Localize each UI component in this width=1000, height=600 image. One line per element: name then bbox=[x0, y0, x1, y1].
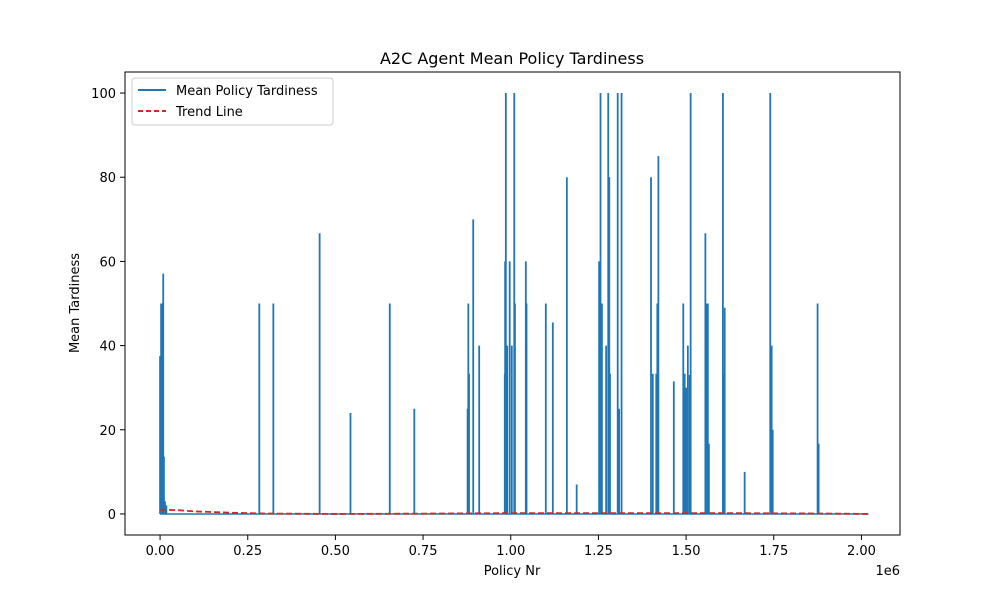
x-tick-label: 0.75 bbox=[409, 544, 438, 559]
x-tick-label: 1.00 bbox=[496, 544, 525, 559]
legend-label-mean-policy-tardiness: Mean Policy Tardiness bbox=[176, 84, 318, 99]
y-tick-label: 100 bbox=[91, 87, 116, 102]
x-tick-label: 1.25 bbox=[584, 544, 613, 559]
chart-title: A2C Agent Mean Policy Tardiness bbox=[380, 49, 644, 68]
y-axis-label: Mean Tardiness bbox=[68, 253, 83, 353]
x-tick-label: 0.00 bbox=[146, 544, 175, 559]
y-tick-label: 20 bbox=[99, 424, 116, 439]
x-tick-label: 0.25 bbox=[233, 544, 262, 559]
x-tick-label: 2.00 bbox=[847, 544, 876, 559]
y-axis: 0 20 40 60 80 100 bbox=[91, 87, 125, 523]
x-axis: 0.00 0.25 0.50 0.75 1.00 1.25 1.50 1.75 2.00 bbox=[146, 535, 876, 559]
plot-frame bbox=[124, 71, 901, 536]
legend-box bbox=[131, 77, 334, 126]
series-trend-line bbox=[160, 508, 869, 515]
x-axis-offset-label: 1e6 bbox=[875, 564, 900, 579]
x-tick-label: 1.75 bbox=[759, 544, 788, 559]
x-axis-label: Policy Nr bbox=[484, 564, 541, 579]
x-tick-label: 0.50 bbox=[321, 544, 350, 559]
y-tick-label: 40 bbox=[99, 340, 116, 355]
legend: Mean Policy Tardiness Trend Line bbox=[131, 77, 334, 126]
x-tick-label: 1.50 bbox=[672, 544, 701, 559]
plot-area bbox=[124, 71, 901, 536]
legend-label-trend-line: Trend Line bbox=[175, 105, 243, 120]
y-tick-label: 60 bbox=[99, 255, 116, 270]
y-tick-label: 0 bbox=[108, 508, 116, 523]
series-layer bbox=[159, 93, 869, 515]
y-tick-label: 80 bbox=[99, 171, 116, 186]
